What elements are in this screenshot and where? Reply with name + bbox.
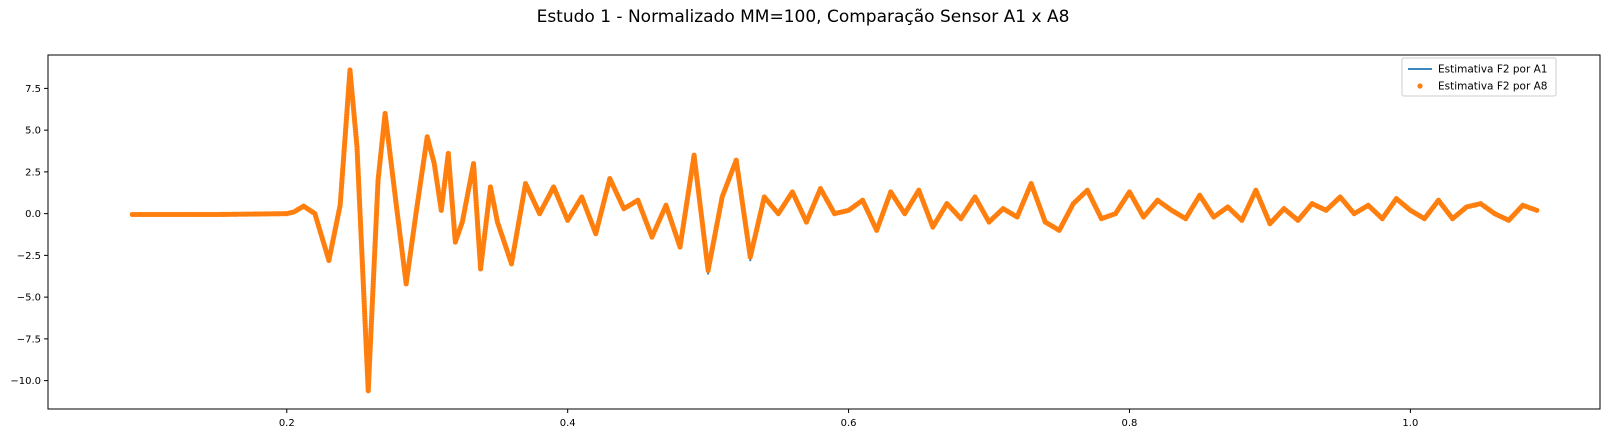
y-tick-label: 2.5 <box>25 167 41 178</box>
x-tick-label: 1.0 <box>1402 418 1418 429</box>
x-tick-label: 0.2 <box>279 418 295 429</box>
a8-marker <box>1534 207 1540 213</box>
x-axis: 0.2 0.4 0.6 0.8 1.0 <box>279 409 1418 429</box>
y-tick-label: −7.5 <box>17 334 41 345</box>
legend: Estimativa F2 por A1 Estimativa F2 por A… <box>1401 57 1557 97</box>
chart-title: Estudo 1 - Normalizado MM=100, Comparaçã… <box>537 7 1070 27</box>
series-layer <box>129 67 1540 394</box>
y-tick-label: 0.0 <box>25 209 41 220</box>
y-tick-label: 5.0 <box>25 126 41 137</box>
plot-frame <box>47 54 1601 410</box>
x-tick-label: 0.8 <box>1122 418 1138 429</box>
x-tick-label: 0.6 <box>841 418 857 429</box>
series-markers-a8 <box>129 67 1540 394</box>
y-tick-label: −5.0 <box>17 293 41 304</box>
legend-swatch-dot <box>1417 83 1423 89</box>
x-tick-label: 0.4 <box>560 418 576 429</box>
y-tick-label: −10.0 <box>10 376 41 387</box>
y-axis: 7.5 5.0 2.5 0.0 −2.5 −5.0 −7.5 −10.0 <box>10 84 48 387</box>
legend-label-a1: Estimativa F2 por A1 <box>1438 64 1548 76</box>
y-tick-label: 7.5 <box>25 84 41 95</box>
y-tick-label: −2.5 <box>17 251 41 262</box>
legend-box <box>1401 57 1557 97</box>
legend-label-a8: Estimativa F2 por A8 <box>1438 81 1548 93</box>
